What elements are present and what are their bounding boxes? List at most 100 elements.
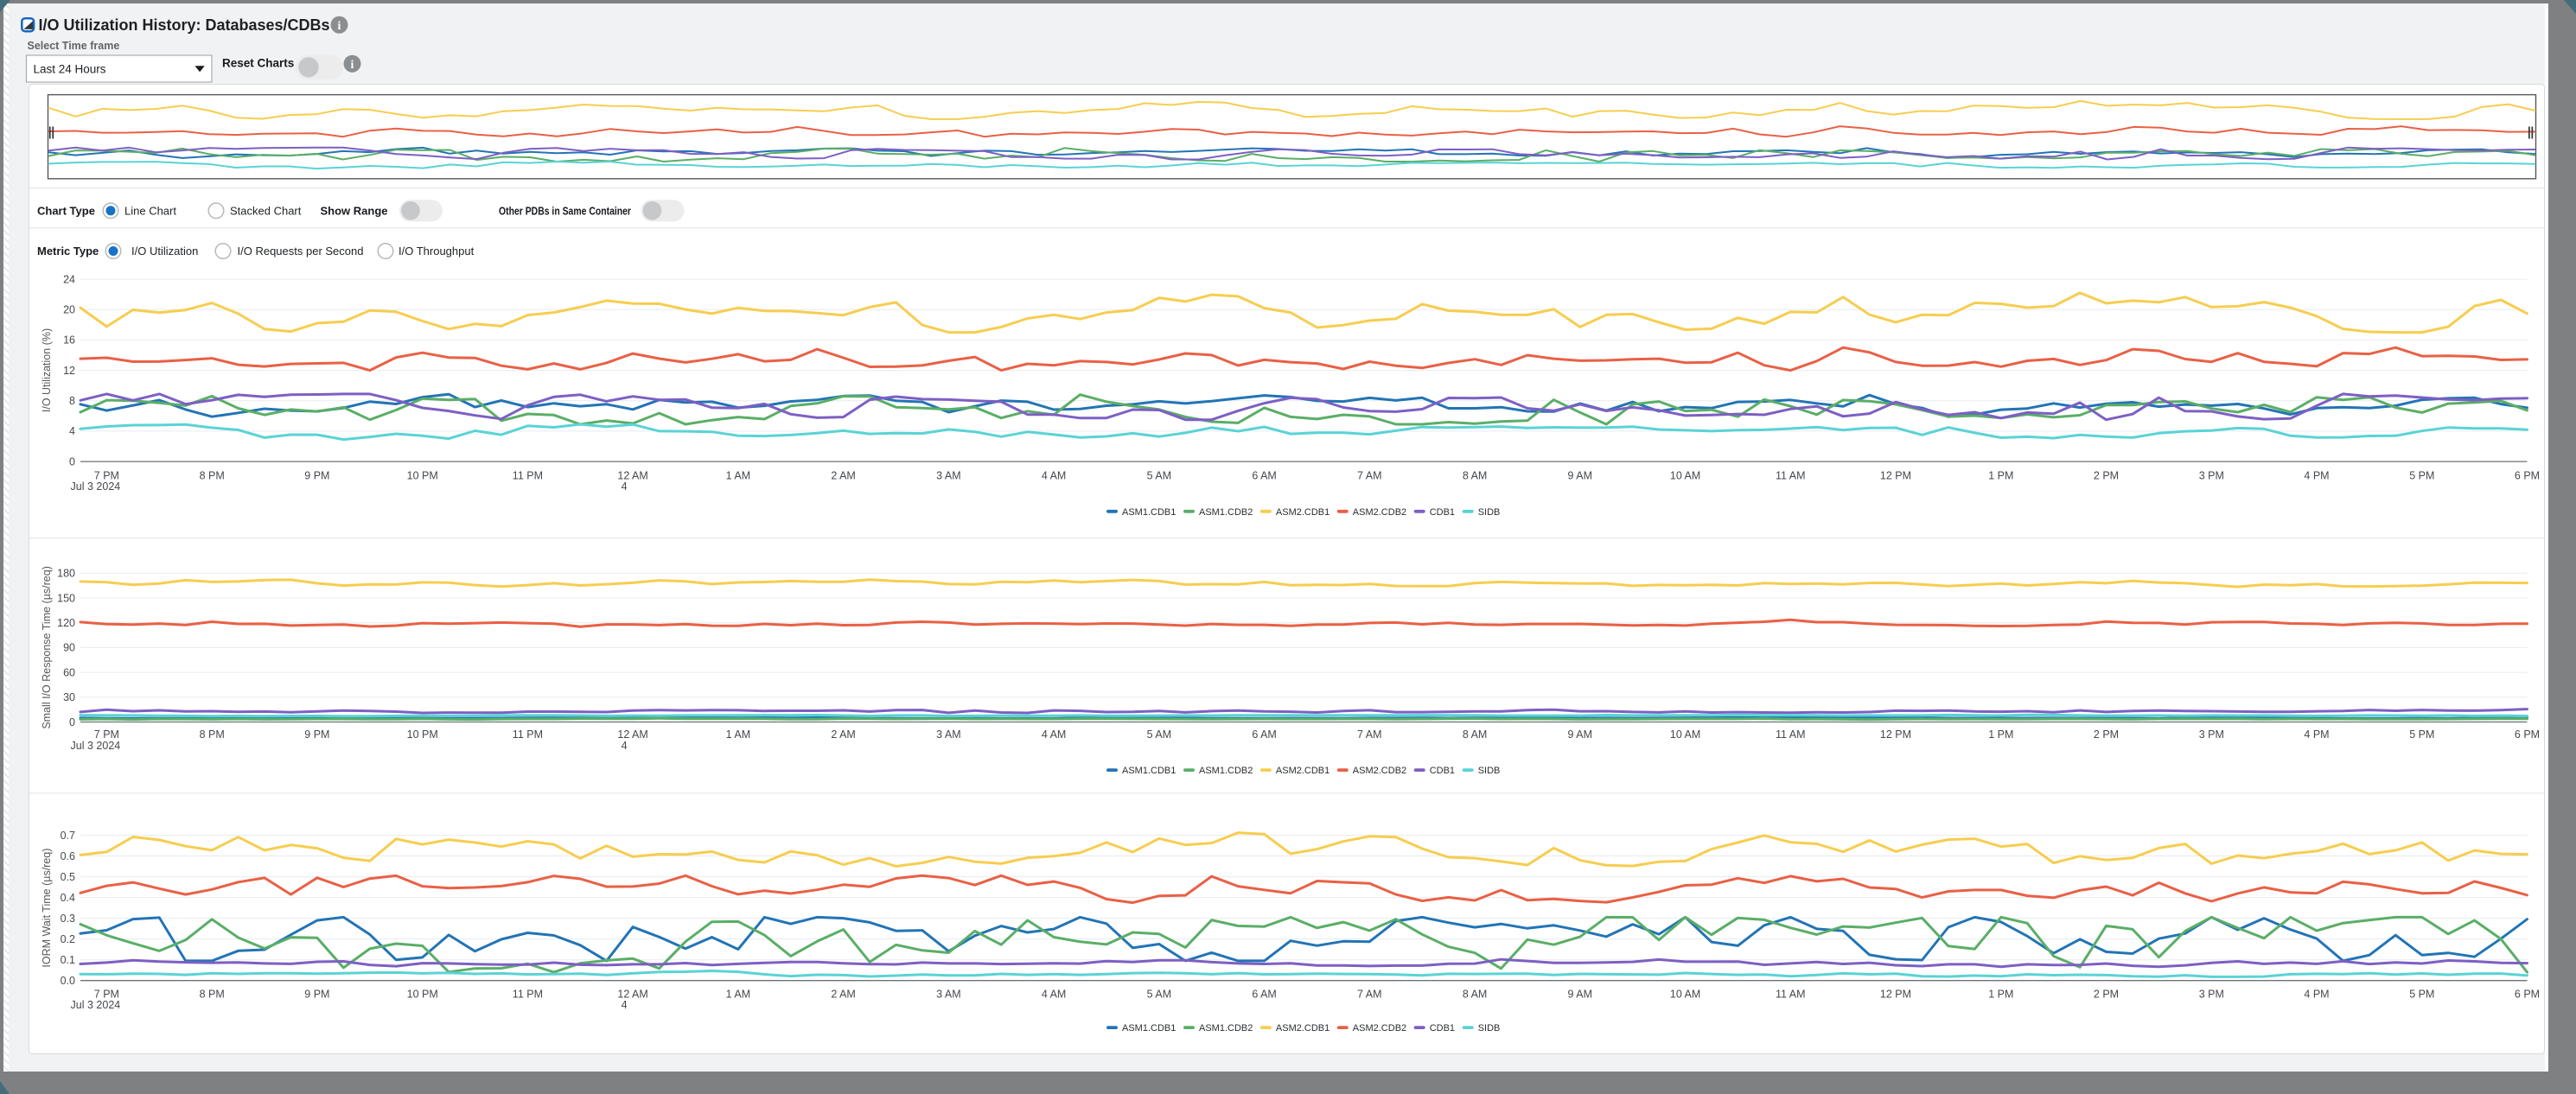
svg-text:ASM2.CDB1: ASM2.CDB1 (1276, 1023, 1329, 1034)
svg-text:0.4: 0.4 (61, 892, 75, 904)
svg-text:12: 12 (63, 365, 75, 377)
svg-text:i: i (351, 59, 354, 72)
svg-text:Jul 3 2024: Jul 3 2024 (71, 740, 121, 752)
svg-text:Stacked Chart: Stacked Chart (230, 204, 302, 217)
svg-text:10 PM: 10 PM (407, 989, 438, 1001)
svg-text:7 PM: 7 PM (94, 470, 119, 482)
svg-text:10 AM: 10 AM (1670, 989, 1700, 1001)
svg-text:9 PM: 9 PM (304, 728, 329, 741)
svg-text:11 AM: 11 AM (1776, 989, 1806, 1001)
svg-text:5 PM: 5 PM (2409, 728, 2434, 741)
svg-text:4 PM: 4 PM (2304, 728, 2329, 741)
svg-text:1 AM: 1 AM (726, 470, 751, 482)
svg-text:12 AM: 12 AM (617, 989, 647, 1001)
svg-text:ASM2.CDB1: ASM2.CDB1 (1276, 766, 1329, 776)
svg-text:10 AM: 10 AM (1670, 470, 1700, 482)
svg-text:5 AM: 5 AM (1147, 728, 1172, 741)
svg-text:12 PM: 12 PM (1880, 728, 1911, 741)
svg-text:0.5: 0.5 (61, 871, 75, 883)
svg-text:ASM1.CDB2: ASM1.CDB2 (1199, 1023, 1253, 1034)
svg-text:7 AM: 7 AM (1357, 989, 1382, 1001)
svg-text:120: 120 (57, 617, 75, 629)
svg-text:5 PM: 5 PM (2409, 989, 2434, 1001)
svg-text:0.1: 0.1 (61, 954, 75, 966)
svg-text:90: 90 (63, 642, 75, 654)
svg-text:6 PM: 6 PM (2515, 470, 2540, 482)
svg-text:5 AM: 5 AM (1147, 470, 1172, 482)
svg-text:4 PM: 4 PM (2304, 989, 2329, 1001)
svg-text:ASM2.CDB1: ASM2.CDB1 (1276, 507, 1329, 518)
svg-text:Line Chart: Line Chart (124, 204, 176, 217)
svg-text:12 PM: 12 PM (1880, 989, 1911, 1001)
svg-text:ASM1.CDB2: ASM1.CDB2 (1199, 507, 1253, 518)
svg-text:5 AM: 5 AM (1147, 989, 1172, 1001)
svg-text:Chart Type: Chart Type (37, 204, 95, 217)
svg-text:ASM2.CDB2: ASM2.CDB2 (1353, 1023, 1406, 1034)
svg-text:ASM2.CDB2: ASM2.CDB2 (1353, 507, 1406, 518)
svg-text:Small I/O Response Time (µs/re: Small I/O Response Time (µs/req) (41, 566, 53, 729)
svg-text:6 AM: 6 AM (1252, 728, 1277, 741)
svg-text:6 PM: 6 PM (2515, 989, 2540, 1001)
svg-text:2 PM: 2 PM (2094, 470, 2119, 482)
svg-text:8 AM: 8 AM (1463, 728, 1488, 741)
svg-text:2 PM: 2 PM (2094, 728, 2119, 741)
svg-text:10 AM: 10 AM (1670, 728, 1700, 741)
svg-text:12 PM: 12 PM (1880, 470, 1911, 482)
svg-text:2 AM: 2 AM (831, 728, 856, 741)
svg-text:Metric Type: Metric Type (37, 245, 99, 258)
svg-text:0: 0 (69, 716, 75, 728)
svg-text:1 PM: 1 PM (1988, 470, 2013, 482)
svg-text:3 AM: 3 AM (936, 728, 961, 741)
svg-text:1 PM: 1 PM (1988, 728, 2013, 741)
svg-text:I/O Requests per Second: I/O Requests per Second (238, 245, 364, 258)
svg-text:9 PM: 9 PM (304, 470, 329, 482)
svg-text:SIDB: SIDB (1478, 1023, 1501, 1034)
svg-text:0.3: 0.3 (61, 913, 75, 925)
svg-text:3 PM: 3 PM (2199, 989, 2224, 1001)
svg-text:7 AM: 7 AM (1357, 728, 1382, 741)
svg-text:8 PM: 8 PM (200, 470, 225, 482)
svg-text:12 AM: 12 AM (617, 470, 647, 482)
svg-text:150: 150 (57, 592, 75, 604)
svg-text:8 PM: 8 PM (200, 989, 225, 1001)
svg-text:6 AM: 6 AM (1252, 470, 1277, 482)
svg-text:SIDB: SIDB (1478, 507, 1501, 518)
svg-text:8: 8 (69, 395, 75, 407)
svg-text:4: 4 (622, 480, 628, 493)
svg-text:6 AM: 6 AM (1252, 989, 1277, 1001)
svg-text:6 PM: 6 PM (2515, 728, 2540, 741)
svg-text:0.6: 0.6 (61, 850, 75, 862)
svg-text:0.2: 0.2 (61, 933, 75, 945)
svg-text:Show Range: Show Range (321, 204, 388, 217)
svg-text:1 PM: 1 PM (1988, 989, 2013, 1001)
svg-text:7 PM: 7 PM (94, 728, 119, 741)
svg-text:Reset Charts: Reset Charts (222, 56, 294, 69)
svg-text:11 PM: 11 PM (513, 470, 543, 482)
svg-text:10 PM: 10 PM (407, 728, 438, 741)
svg-text:0.7: 0.7 (61, 830, 75, 842)
svg-text:60: 60 (63, 666, 75, 678)
svg-text:4: 4 (69, 425, 75, 437)
svg-text:8 PM: 8 PM (200, 728, 225, 741)
svg-text:10 PM: 10 PM (407, 470, 438, 482)
svg-text:1 AM: 1 AM (726, 728, 751, 741)
svg-text:4 AM: 4 AM (1042, 989, 1067, 1001)
svg-text:4 AM: 4 AM (1042, 470, 1067, 482)
svg-text:I/O Utilization: I/O Utilization (131, 245, 198, 258)
svg-text:CDB1: CDB1 (1430, 507, 1455, 518)
svg-text:ASM1.CDB1: ASM1.CDB1 (1122, 766, 1176, 776)
svg-text:4: 4 (622, 999, 628, 1011)
svg-text:ASM1.CDB1: ASM1.CDB1 (1122, 1023, 1176, 1034)
svg-text:I/O Utilization History: Datab: I/O Utilization History: Databases/CDBs (39, 16, 330, 34)
svg-text:2 AM: 2 AM (831, 989, 856, 1001)
svg-text:9 AM: 9 AM (1568, 989, 1593, 1001)
svg-text:11 PM: 11 PM (513, 989, 543, 1001)
svg-text:IORM Wait Time (µs/req): IORM Wait Time (µs/req) (41, 849, 53, 968)
svg-text:3 PM: 3 PM (2199, 728, 2224, 741)
svg-text:11 AM: 11 AM (1776, 728, 1806, 741)
svg-text:ASM1.CDB2: ASM1.CDB2 (1199, 766, 1253, 776)
svg-text:2 AM: 2 AM (831, 470, 856, 482)
svg-text:i: i (338, 20, 341, 33)
svg-text:0: 0 (69, 455, 75, 467)
svg-text:CDB1: CDB1 (1430, 1023, 1455, 1034)
